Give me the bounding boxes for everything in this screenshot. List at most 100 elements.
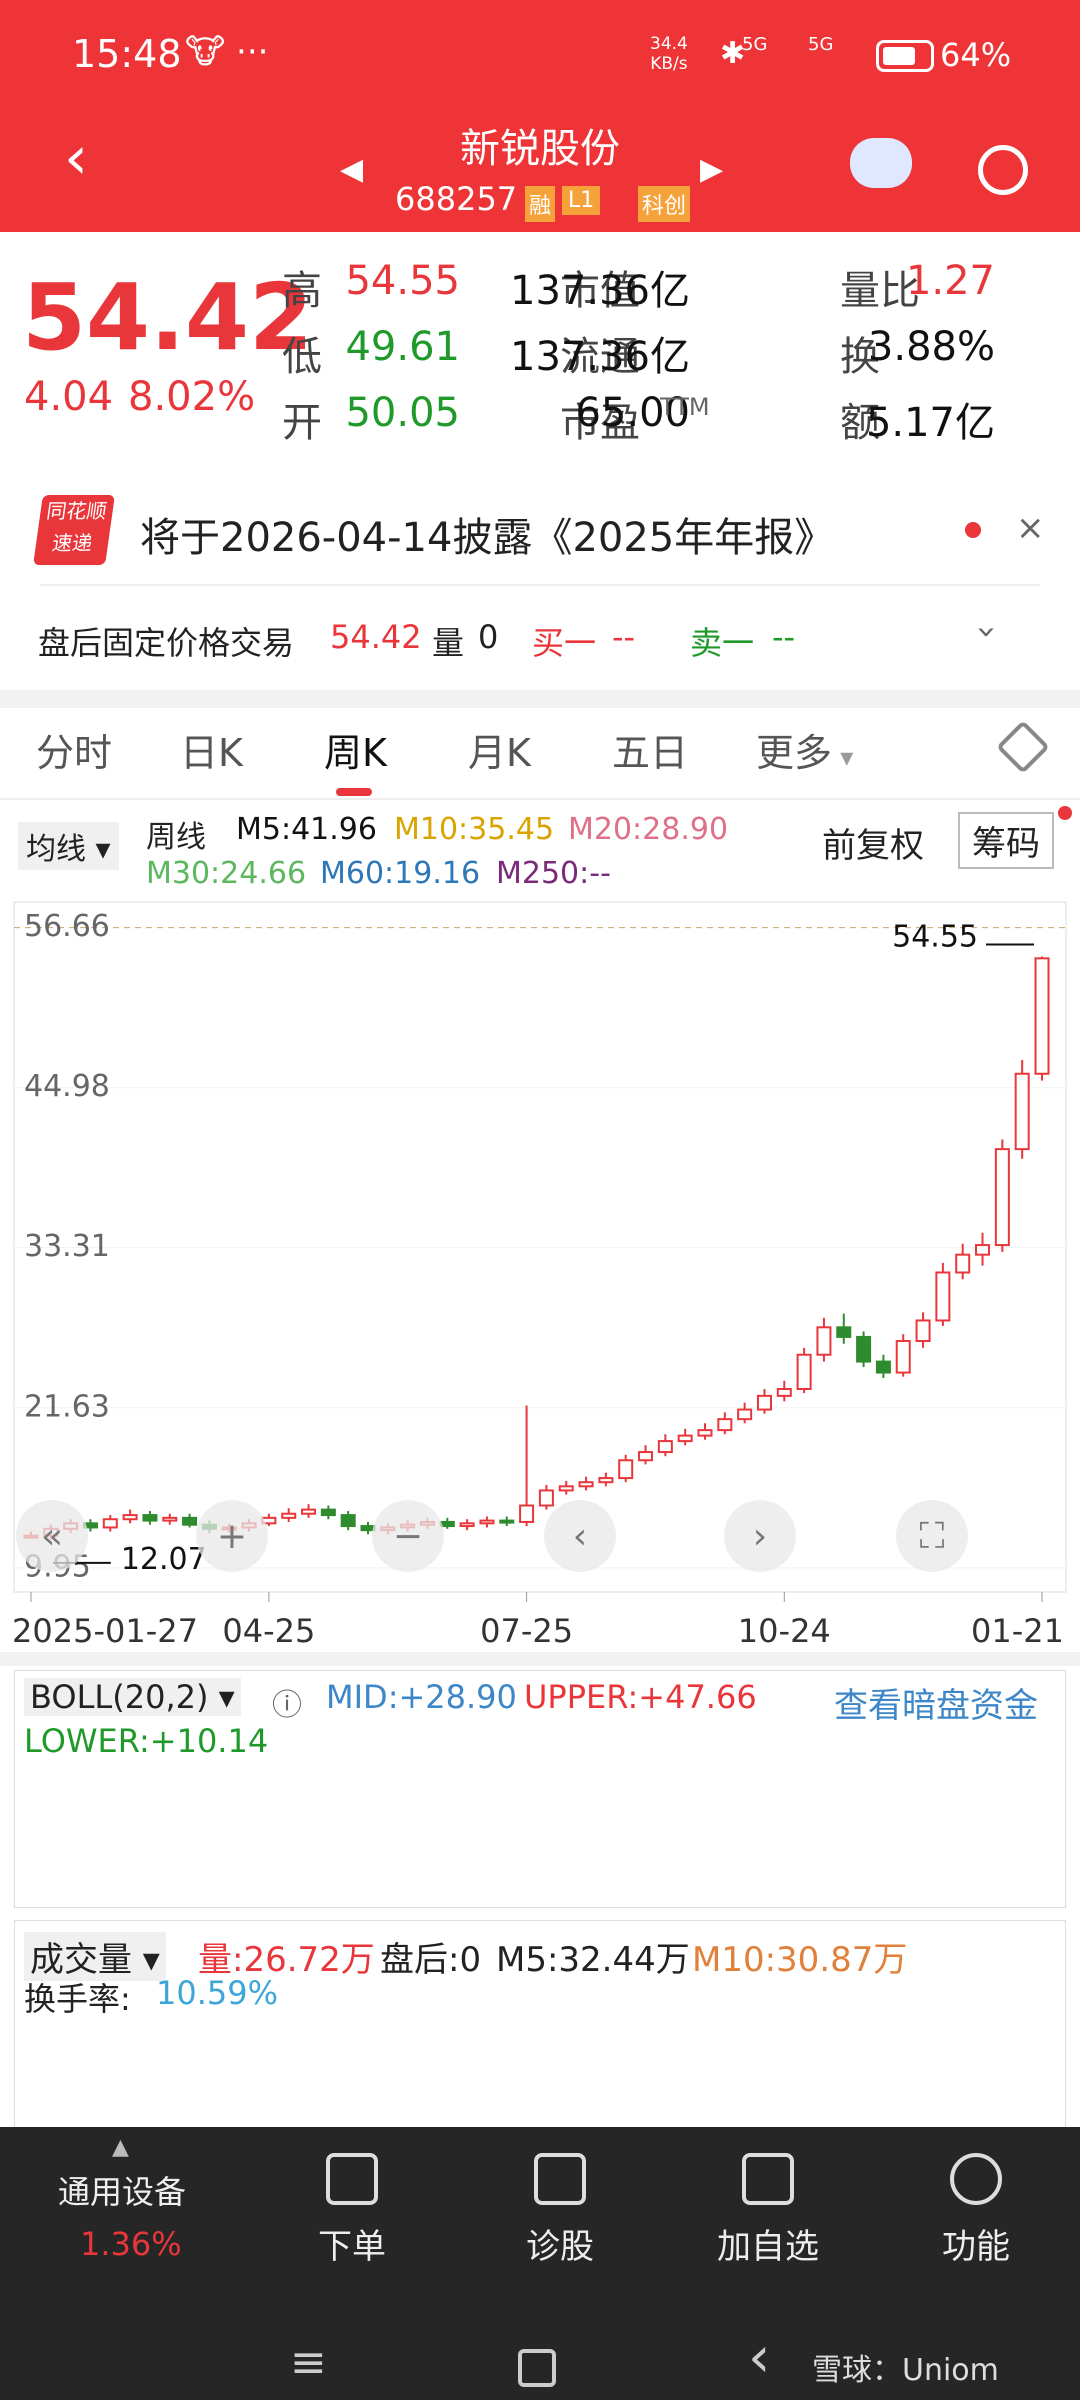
candle-body — [301, 1508, 317, 1515]
tab[interactable]: 月K — [468, 731, 531, 775]
boll-mid: MID:+28.90 — [326, 1678, 517, 1716]
candle-body — [756, 1394, 772, 1411]
candle-body — [162, 1516, 178, 1522]
change-pct: 8.02% — [128, 374, 256, 420]
unread-dot — [965, 522, 981, 538]
after-price: 54.42 — [330, 618, 422, 656]
boll-upper: UPPER:+47.66 — [524, 1678, 757, 1716]
sector-pct: 1.36% — [80, 2225, 182, 2263]
nav-label[interactable]: 诊股 — [526, 2227, 594, 2267]
tab-underline — [336, 788, 372, 796]
chart-control[interactable] — [16, 1500, 88, 1572]
tab[interactable]: 日K — [180, 731, 243, 775]
back[interactable]: ‹ — [64, 123, 88, 193]
max-label: 54.55 — [892, 920, 978, 955]
nav-label[interactable]: 加自选 — [717, 2227, 819, 2267]
y-tick-label: 44.98 — [24, 1069, 110, 1104]
candle-body — [598, 1477, 614, 1484]
adjust[interactable]: 前复权 — [822, 826, 924, 866]
ma10: M10:35.45 — [394, 812, 555, 847]
tab[interactable]: 分时 — [36, 731, 113, 775]
chart-control-icon: + — [217, 1516, 247, 1557]
quote-cell: 65.00 — [575, 390, 690, 436]
candle-body — [102, 1518, 118, 1529]
expand[interactable]: › — [966, 625, 1007, 639]
candle-body — [182, 1516, 198, 1526]
notice-text[interactable]: 将于2026-04-14披露《2025年年报》 — [140, 515, 835, 561]
candle-body — [360, 1525, 376, 1532]
quote-cell: 50.05 — [345, 390, 460, 436]
candle-body — [538, 1489, 554, 1507]
speed: 34.4 — [650, 34, 688, 54]
candle-body — [697, 1429, 713, 1437]
tab[interactable]: 五日 — [612, 731, 689, 775]
back-key[interactable]: ‹ — [748, 2325, 771, 2390]
prev-stock[interactable]: ◀ — [340, 152, 364, 187]
candle-body — [320, 1508, 336, 1517]
candle-body — [578, 1481, 594, 1488]
speed-unit: KB/s — [650, 54, 688, 74]
chart-control[interactable] — [896, 1500, 968, 1572]
home-key[interactable] — [518, 2349, 556, 2387]
tab[interactable]: 周K — [324, 731, 387, 775]
after-vol: 0 — [478, 618, 499, 656]
separator — [0, 690, 1080, 708]
candle-body — [836, 1326, 852, 1338]
ma30: M30:24.66 — [146, 856, 307, 891]
ma5: M5:41.96 — [236, 812, 377, 847]
ma60: M60:19.16 — [320, 856, 481, 891]
candle-body — [499, 1519, 515, 1524]
buy-label: 买一 — [532, 624, 597, 662]
nav-icon[interactable] — [534, 2153, 586, 2205]
chips-dot — [1058, 806, 1072, 820]
close[interactable]: × — [1016, 508, 1045, 548]
chart-control-icon: − — [393, 1516, 423, 1557]
badge: L1 — [562, 186, 601, 215]
nav-label[interactable]: 下单 — [318, 2227, 386, 2267]
search[interactable] — [978, 145, 1028, 195]
nav-label[interactable]: 功能 — [942, 2227, 1010, 2267]
volume-selector[interactable]: 成交量 ▾ — [24, 1932, 166, 1981]
help[interactable]: ⓘ — [272, 1688, 302, 1723]
boll-label: BOLL(20,2) — [30, 1678, 209, 1716]
quote-cell: 额 — [840, 400, 880, 446]
quote-cell: 开 — [282, 400, 322, 446]
next-stock[interactable]: ▶ — [700, 152, 724, 187]
chart-control[interactable] — [544, 1500, 616, 1572]
candle-body — [717, 1418, 733, 1432]
quote-cell: 市盈 — [560, 400, 640, 446]
nav-icon[interactable] — [742, 2153, 794, 2205]
turnover-label: 换手率: — [24, 1980, 131, 2018]
menu-key[interactable]: ≡ — [290, 2337, 327, 2388]
chart-control-icon: ⛶ — [919, 1516, 944, 1557]
candle-body — [816, 1326, 832, 1356]
chart-control[interactable] — [196, 1500, 268, 1572]
logo-top: 同花顺 — [44, 499, 109, 523]
chart-control[interactable] — [724, 1500, 796, 1572]
sector[interactable]: 通用设备 — [58, 2173, 187, 2211]
nav-icon[interactable] — [950, 2153, 1002, 2205]
quote-cell: 137.36亿 — [510, 334, 690, 380]
boll-link[interactable]: 查看暗盘资金 — [834, 1686, 1038, 1726]
quote-cell: 量比 — [840, 268, 920, 314]
stock-code: 688257 — [395, 180, 518, 218]
chart-control[interactable] — [372, 1500, 444, 1572]
candle-body — [737, 1408, 753, 1421]
boll-selector[interactable]: BOLL(20,2) ▾ — [24, 1678, 241, 1716]
nav-icon[interactable] — [326, 2153, 378, 2205]
after-label: 盘后固定价格交易 — [38, 624, 295, 662]
battery-icon — [876, 40, 934, 72]
robot-icon[interactable] — [850, 138, 912, 188]
candle-body — [340, 1514, 356, 1528]
settings[interactable] — [996, 720, 1050, 774]
quote-cell: 1.27 — [905, 258, 995, 304]
turnover: 10.59% — [156, 1974, 279, 2012]
chips[interactable]: 筹码 — [958, 812, 1054, 869]
net-speed: 34.4 KB/s — [650, 34, 688, 74]
top-bar: 15:48 🐮 ··· 34.4 KB/s ✱ 5G 5G 64% ‹ ◀ ▶ 新… — [0, 0, 1080, 232]
candle-body — [1014, 1072, 1030, 1151]
x-tick-label: 07-25 — [480, 1612, 573, 1650]
ma-selector[interactable]: 均线 ▾ — [18, 822, 119, 870]
y-tick-label: 21.63 — [24, 1389, 110, 1424]
tab[interactable]: 更多 ▾ — [756, 731, 854, 775]
